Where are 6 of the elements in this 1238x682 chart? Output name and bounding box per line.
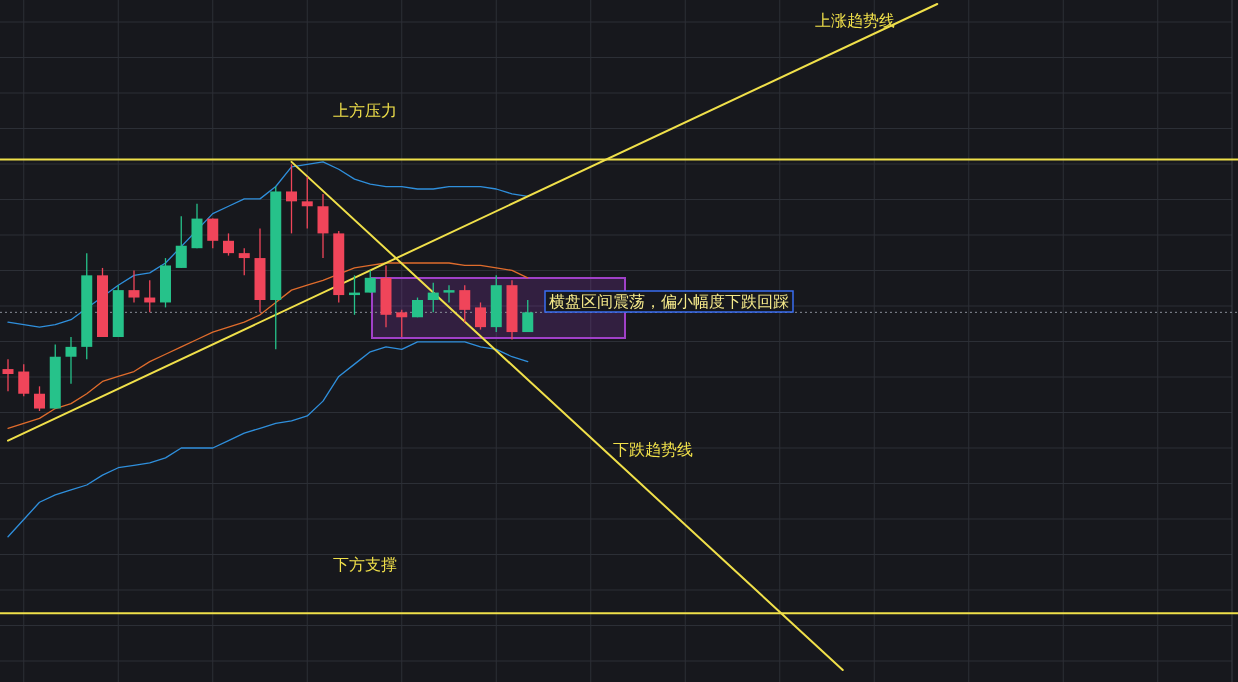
annotation: 横盘区间震荡，偏小幅度下跌回踩 — [544, 290, 794, 313]
series-label: 下跌趋势线 — [612, 440, 693, 458]
ref-line-label: 下方支撑 — [333, 556, 397, 574]
ref-line-label: 上方压力 — [333, 102, 397, 120]
annotation: 横盘区间震荡，偏小幅度下跌回踩 — [549, 293, 789, 310]
series-label: 上涨趋势线 — [814, 12, 895, 30]
